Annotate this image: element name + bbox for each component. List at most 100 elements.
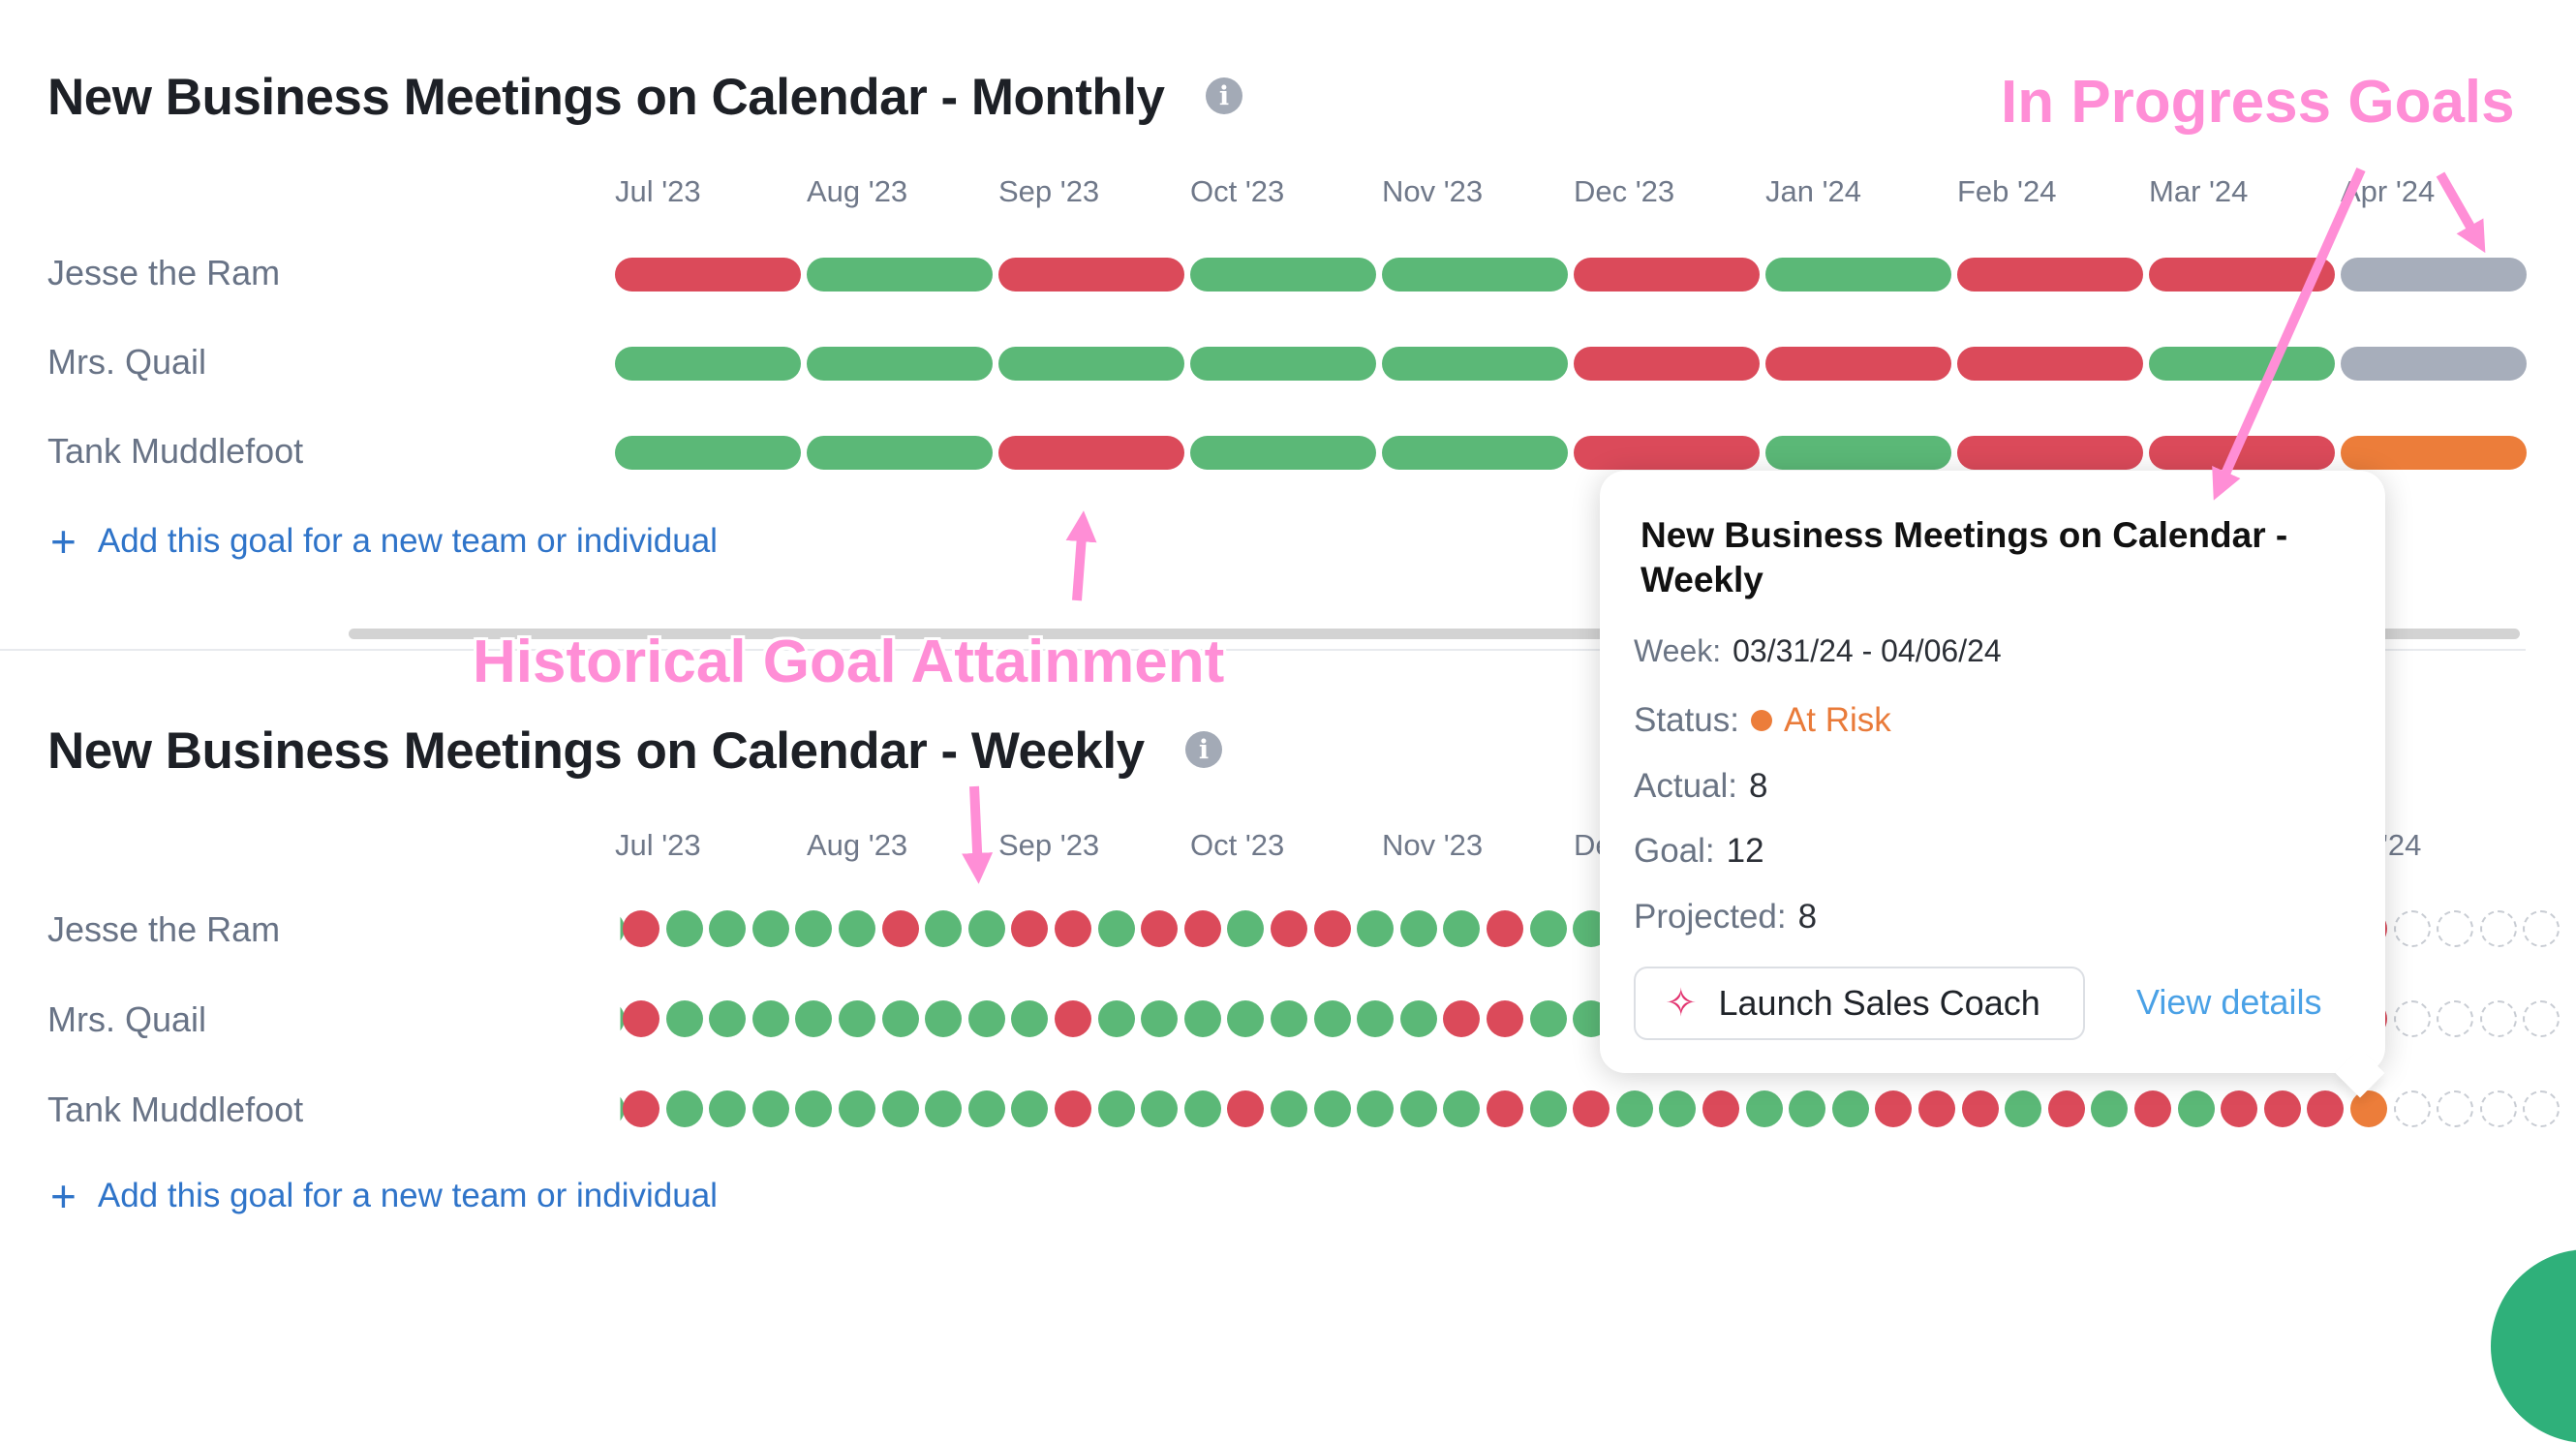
goal-dot-met[interactable] [795,1090,833,1127]
goal-dot-met[interactable] [795,910,833,947]
goal-dot-missed[interactable] [1271,910,1307,947]
goal-dot-empty[interactable] [2437,1090,2474,1127]
weekly-info-icon[interactable]: i [1185,731,1222,768]
goal-dot-met[interactable] [925,910,963,947]
goal-dot-missed[interactable] [1055,1000,1091,1037]
goal-bar-met[interactable] [1190,258,1376,292]
goal-dot-met[interactable] [1357,910,1395,947]
goal-dot-missed[interactable] [1227,1090,1265,1127]
goal-dot-met[interactable] [709,1090,747,1127]
goal-bar-met[interactable] [615,436,801,470]
goal-dot-met[interactable] [665,910,703,947]
goal-dot-met[interactable] [1615,1090,1653,1127]
goal-dot-met[interactable] [795,1000,833,1037]
goal-bar-missed[interactable] [1574,258,1760,292]
goal-bar-missed[interactable] [615,258,801,292]
goal-dot-met[interactable] [2005,1090,2042,1127]
goal-dot-empty[interactable] [2479,910,2517,947]
goal-dot-missed[interactable] [1313,910,1351,947]
goal-dot-met[interactable] [1529,1090,1567,1127]
goal-bar-met[interactable] [615,347,801,381]
goal-dot-met[interactable] [709,910,747,947]
goal-dot-empty[interactable] [2393,910,2431,947]
goal-dot-met[interactable] [1227,1000,1265,1037]
goal-bar-in_progress[interactable] [2341,347,2527,381]
goal-bar-in_progress[interactable] [2341,258,2527,292]
goal-bar-missed[interactable] [1957,347,2143,381]
goal-dot-met[interactable] [751,910,789,947]
goal-dot-missed[interactable] [2263,1090,2301,1127]
goal-dot-missed[interactable] [1141,910,1179,947]
goal-bar-met[interactable] [998,347,1184,381]
goal-dot-met[interactable] [1097,1090,1135,1127]
goal-dot-empty[interactable] [2479,1090,2517,1127]
goal-dot-met[interactable] [1313,1000,1351,1037]
goal-bar-met[interactable] [807,258,993,292]
goal-dot-missed[interactable] [2221,1090,2258,1127]
goal-dot-empty[interactable] [2393,1090,2431,1127]
goal-dot-met[interactable] [1011,1000,1049,1037]
goal-bar-missed[interactable] [1957,436,2143,470]
goal-dot-met[interactable] [1529,1000,1567,1037]
goal-dot-met[interactable] [665,1000,703,1037]
goal-bar-met[interactable] [1765,258,1951,292]
help-chat-button[interactable] [2491,1249,2576,1443]
goal-bar-met[interactable] [807,347,993,381]
goal-dot-met[interactable] [1183,1000,1221,1037]
goal-dot-met[interactable] [839,910,875,947]
goal-dot-met[interactable] [751,1000,789,1037]
goal-dot-empty[interactable] [2523,1090,2561,1127]
goal-dot-met[interactable] [881,1000,919,1037]
goal-dot-met[interactable] [1745,1090,1783,1127]
goal-dot-met[interactable] [1399,1000,1437,1037]
goal-dot-missed[interactable] [1875,1090,1913,1127]
monthly-info-icon[interactable]: i [1206,77,1242,114]
goal-dot-met[interactable] [1271,1090,1307,1127]
goal-dot-met[interactable] [839,1000,875,1037]
goal-dot-met[interactable] [1097,1000,1135,1037]
goal-bar-missed[interactable] [998,258,1184,292]
goal-dot-met[interactable] [967,1000,1005,1037]
goal-dot-met[interactable] [925,1090,963,1127]
goal-dot-empty[interactable] [2523,910,2561,947]
goal-dot-empty[interactable] [2523,1000,2561,1037]
goal-dot-met[interactable] [967,910,1005,947]
goal-bar-met[interactable] [1190,436,1376,470]
goal-dot-met[interactable] [1141,1000,1179,1037]
goal-dot-met[interactable] [1141,1090,1179,1127]
goal-bar-missed[interactable] [1765,347,1951,381]
goal-bar-missed[interactable] [1574,436,1760,470]
goal-dot-empty[interactable] [2437,1000,2474,1037]
goal-dot-missed[interactable] [623,1000,659,1037]
goal-dot-met[interactable] [709,1000,747,1037]
goal-dot-met[interactable] [1399,1090,1437,1127]
goal-dot-missed[interactable] [1918,1090,1955,1127]
goal-dot-missed[interactable] [1055,910,1091,947]
goal-dot-met[interactable] [1831,1090,1869,1127]
goal-dot-met[interactable] [2177,1090,2215,1127]
goal-dot-met[interactable] [1443,910,1481,947]
goal-bar-at_risk[interactable] [2341,436,2527,470]
goal-dot-met[interactable] [1443,1090,1481,1127]
goal-dot-met[interactable] [925,1000,963,1037]
goal-dot-empty[interactable] [2479,1000,2517,1037]
goal-dot-missed[interactable] [1487,1090,1523,1127]
goal-dot-missed[interactable] [1011,910,1049,947]
goal-dot-missed[interactable] [1961,1090,1999,1127]
goal-dot-met[interactable] [2091,1090,2129,1127]
goal-dot-missed[interactable] [1055,1090,1091,1127]
launch-sales-coach-button[interactable]: ✧ Launch Sales Coach [1634,967,2085,1040]
goal-dot-met[interactable] [1357,1000,1395,1037]
goal-dot-empty[interactable] [2393,1000,2431,1037]
goal-dot-met[interactable] [1097,910,1135,947]
view-details-link[interactable]: View details [2136,982,2322,1022]
goal-dot-missed[interactable] [623,910,659,947]
goal-bar-missed[interactable] [1957,258,2143,292]
goal-dot-met[interactable] [1271,1000,1307,1037]
goal-dot-missed[interactable] [623,1090,659,1127]
goal-dot-met[interactable] [1183,1090,1221,1127]
goal-dot-met[interactable] [1529,910,1567,947]
goal-dot-met[interactable] [1789,1090,1826,1127]
goal-dot-met[interactable] [967,1090,1005,1127]
goal-dot-at_risk[interactable] [2350,1090,2387,1127]
